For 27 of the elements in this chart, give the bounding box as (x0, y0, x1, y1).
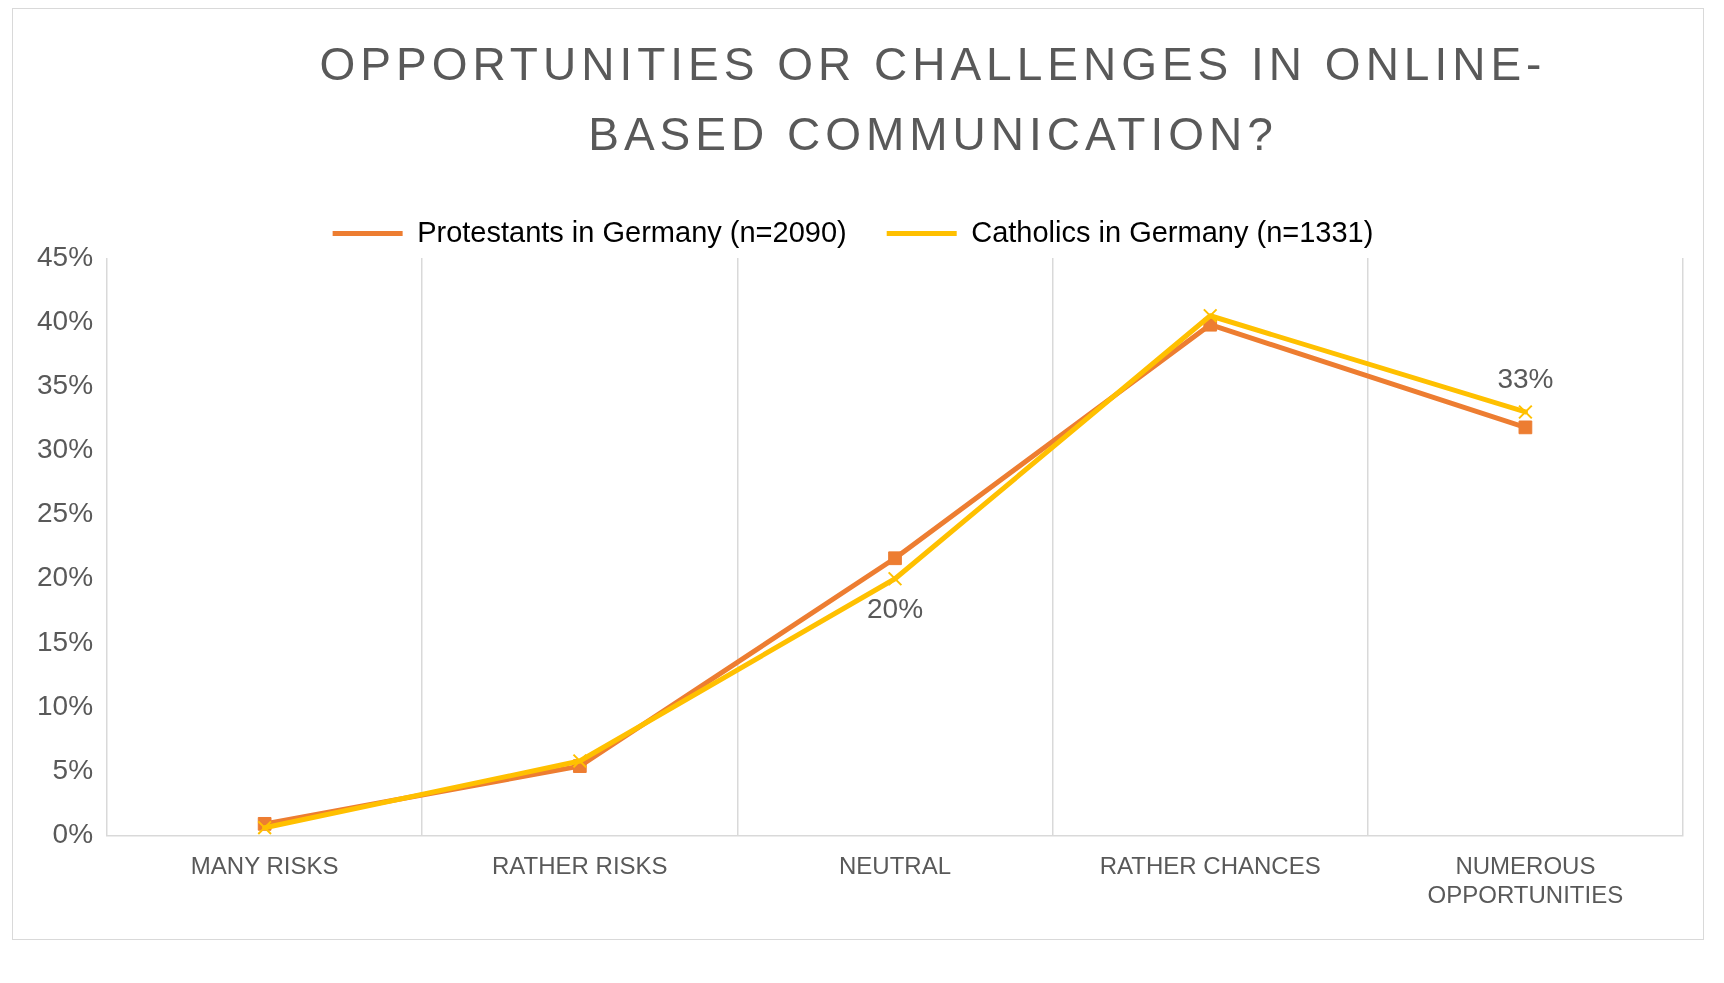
point (887, 571, 903, 587)
y-tick-label: 15% (36, 625, 94, 657)
chart-title: OPPORTUNITIES OR CHALLENGES IN ONLINE-BASED COMMUNICATION? (318, 37, 1548, 162)
y-tick-label: 10% (36, 689, 94, 721)
y-tick-label: 20% (36, 561, 94, 593)
point (572, 753, 588, 769)
legend-label: Protestants in Germany (n=2090) (417, 215, 847, 248)
y-tick-label: 40% (36, 304, 94, 336)
y-tick-label: 0% (52, 818, 94, 850)
y-tick-label: 25% (36, 497, 94, 529)
y-tick-label: 30% (36, 433, 94, 465)
point (257, 820, 272, 836)
point (1518, 420, 1533, 435)
x-tick-label: NEUTRAL (839, 852, 952, 880)
x-tick-label: RATHER CHANCES (1099, 852, 1321, 880)
x-tick-label: MANY RISKS (190, 852, 339, 880)
point (888, 551, 902, 566)
data-label: 33% (1497, 362, 1554, 394)
y-tick-label: 45% (36, 240, 94, 272)
point (1518, 404, 1533, 420)
y-tick-label: 5% (52, 753, 94, 785)
y-tick-label: 35% (36, 369, 94, 401)
legend-label: Catholics in Germany (n=1331) (971, 215, 1374, 248)
data-label: 20% (867, 593, 924, 625)
point (1202, 308, 1218, 324)
x-tick-label: NUMEROUS OPPORTUNITIES (1427, 852, 1624, 909)
x-tick-label: RATHER RISKS (492, 852, 668, 880)
